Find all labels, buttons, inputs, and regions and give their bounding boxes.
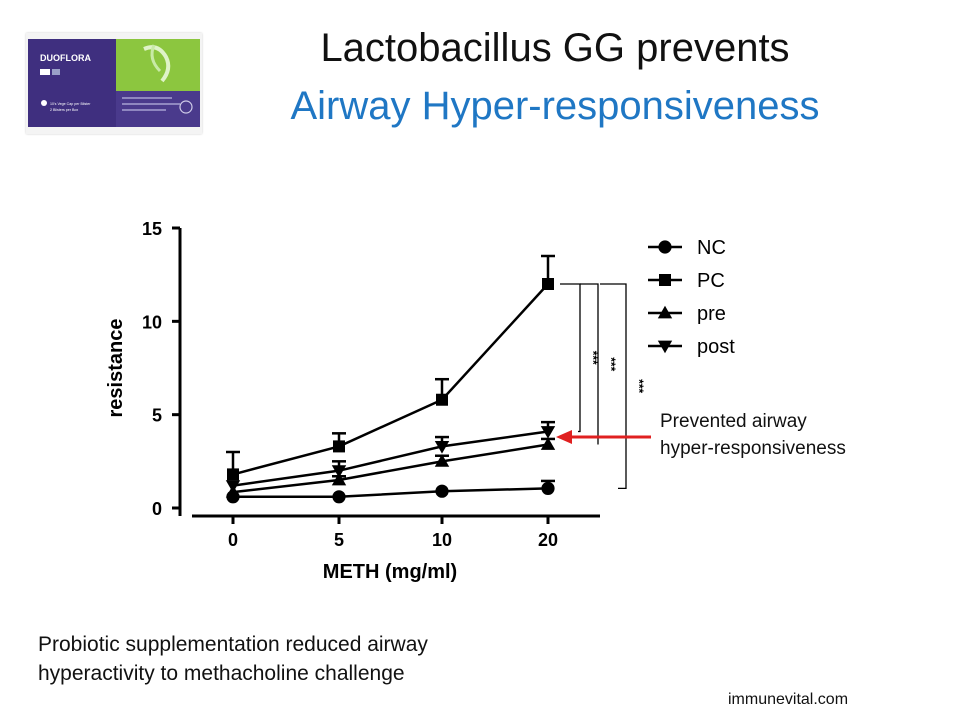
data-point-pre-5	[331, 472, 347, 486]
sig-label-PC-post: ***	[586, 351, 600, 365]
product-text-1: 10's Vege Cap per Blister	[50, 102, 91, 106]
slide-title-line1: Lactobacillus GG prevents	[320, 26, 790, 70]
series-post	[225, 420, 556, 493]
x-tick-label-5: 5	[334, 530, 344, 550]
caption-line2: hyperactivity to methacholine challenge	[38, 662, 405, 685]
legend-item-post: post	[648, 336, 735, 358]
product-brand-text: DUOFLORA	[40, 53, 91, 63]
annotation-line2: hyper-responsiveness	[660, 438, 846, 459]
data-point-NC-20	[541, 481, 555, 495]
annotation-line1: Prevented airway	[660, 411, 807, 432]
legend-marker-PC	[659, 274, 671, 286]
halal-seal-icon	[179, 100, 193, 114]
significance-brackets: *** *** ***	[560, 283, 646, 490]
data-point-post-20	[540, 426, 556, 439]
product-image: DUOFLORA 10's Vege Cap per Blister 2 Bli…	[26, 33, 202, 134]
data-point-post-0	[225, 480, 241, 493]
legend-label-post: post	[697, 336, 735, 358]
series-line-pre	[232, 443, 549, 494]
product-box-graphic: DUOFLORA 10's Vege Cap per Blister 2 Bli…	[26, 33, 202, 134]
annotation-arrow-head	[556, 430, 572, 444]
x-tick-label-10: 10	[432, 530, 452, 550]
series-pre	[225, 437, 556, 498]
y-tick-label-5: 5	[152, 406, 162, 426]
data-point-PC-0	[227, 468, 239, 481]
chart-legend: NC PC pre post	[648, 237, 735, 358]
product-box-purple-panel	[28, 39, 116, 127]
series-line-PC	[232, 283, 549, 476]
legend-marker-NC	[658, 240, 672, 254]
data-point-NC-5	[332, 490, 346, 504]
slide-caption: Probiotic supplementation reduced airway…	[38, 630, 428, 688]
x-tick-label-20: 20	[538, 530, 558, 550]
legend-marker-pre	[657, 305, 673, 319]
sig-label-PC-NC: ***	[632, 379, 646, 393]
sig-bracket-PC-NC	[600, 283, 627, 490]
data-point-post-10	[434, 441, 450, 454]
sig-bracket-PC-pre	[580, 283, 599, 445]
legend-item-NC: NC	[648, 237, 726, 259]
y-tick-label-15: 15	[142, 219, 162, 239]
capsule-icon	[41, 100, 47, 106]
data-point-PC-10	[436, 393, 448, 406]
annotation-arrow	[556, 430, 651, 444]
data-point-pre-10	[434, 454, 450, 467]
series-line-post	[232, 430, 549, 487]
legend-item-PC: PC	[648, 270, 725, 292]
series-PC	[226, 254, 555, 481]
x-tick-label-0: 0	[228, 530, 238, 550]
chart-axes: 0 5 10 15 0 5 10 20 METH (mg/ml) resistance	[105, 219, 600, 583]
annotation-text: Prevented airway hyper-responsiveness	[660, 408, 846, 462]
series-NC	[226, 479, 555, 504]
data-point-PC-5	[333, 440, 345, 453]
slide-title-line2: Airway Hyper-responsiveness	[290, 84, 820, 128]
x-axis-label: METH (mg/ml)	[323, 561, 457, 583]
product-text-2: 2 Blisters per Box	[50, 108, 78, 112]
sig-bracket-PC-post	[560, 283, 581, 433]
data-point-PC-20	[542, 278, 554, 290]
data-point-post-5	[331, 465, 347, 478]
legend-label-PC: PC	[697, 270, 725, 292]
data-point-pre-20	[540, 437, 556, 450]
series-line-NC	[233, 487, 549, 499]
legend-label-NC: NC	[697, 237, 726, 259]
y-tick-label-0: 0	[152, 499, 162, 519]
website-label: immunevital.com	[728, 691, 849, 708]
caption-line1: Probiotic supplementation reduced airway	[38, 633, 428, 656]
legend-marker-post	[657, 340, 673, 354]
sig-label-PC-pre: ***	[604, 357, 618, 371]
legend-label-pre: pre	[697, 303, 726, 325]
y-axis-label: resistance	[105, 319, 127, 418]
data-point-NC-10	[435, 484, 449, 498]
chart-series	[225, 254, 556, 504]
legend-item-pre: pre	[648, 303, 726, 325]
y-tick-label-10: 10	[142, 312, 162, 332]
